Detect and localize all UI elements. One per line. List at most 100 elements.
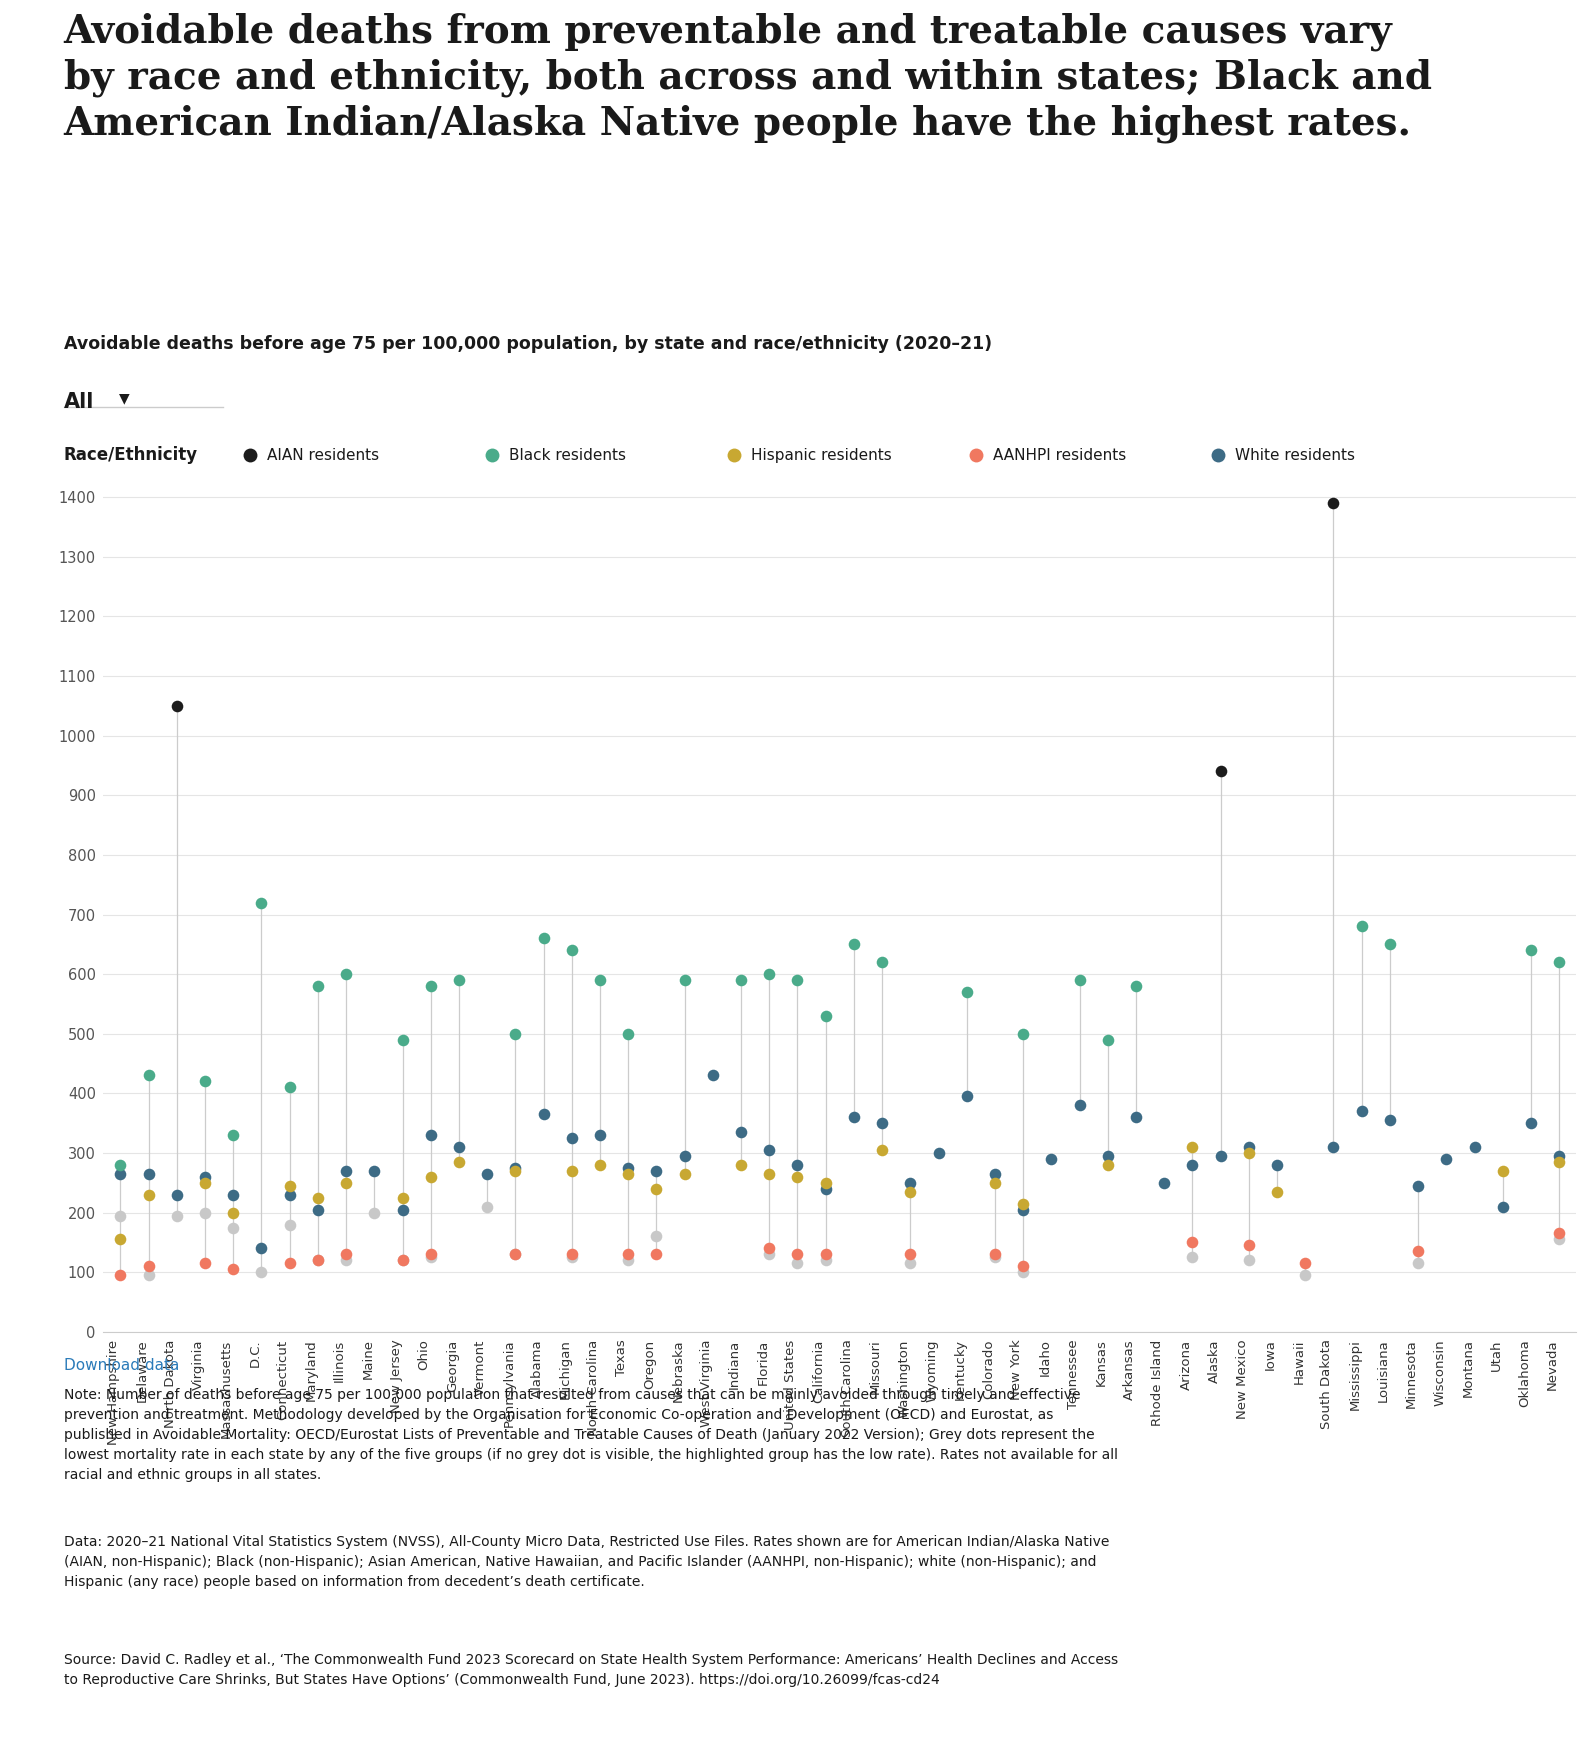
Point [503, 1157, 529, 1185]
Point [954, 977, 979, 1005]
Point [927, 1140, 952, 1168]
Point [193, 1249, 218, 1277]
Point [643, 1240, 669, 1268]
Point [277, 1180, 302, 1208]
Point [1546, 947, 1571, 975]
Point [1348, 912, 1374, 940]
Point [672, 1159, 697, 1187]
Point [963, 441, 989, 469]
Point [390, 1245, 416, 1274]
Point [306, 1245, 331, 1274]
Point [333, 960, 358, 988]
Text: White residents: White residents [1235, 448, 1355, 462]
Point [814, 1175, 839, 1203]
Point [1519, 1110, 1544, 1138]
Point [616, 1154, 642, 1182]
Point [643, 1157, 669, 1185]
Point [700, 1062, 726, 1090]
Point [1038, 1145, 1063, 1173]
Point [503, 1240, 529, 1268]
Point [616, 1245, 642, 1274]
Point [1406, 1237, 1431, 1265]
Point [1321, 1132, 1347, 1161]
Point [503, 1154, 529, 1182]
Point [221, 1198, 247, 1226]
Text: Note: Number of deaths before age 75 per 100,000 population that resulted from c: Note: Number of deaths before age 75 per… [64, 1388, 1118, 1482]
Point [1011, 1258, 1036, 1286]
Point [616, 1159, 642, 1187]
Point [1011, 1189, 1036, 1217]
Point [587, 1150, 613, 1178]
Point [221, 1256, 247, 1284]
Point [814, 1245, 839, 1274]
Point [390, 1245, 416, 1274]
Point [672, 967, 697, 995]
Point [446, 1132, 471, 1161]
Point [1208, 1141, 1234, 1170]
Point [361, 1157, 387, 1185]
Point [333, 1157, 358, 1185]
Text: AIAN residents: AIAN residents [267, 448, 379, 462]
Point [390, 1196, 416, 1224]
Text: AANHPI residents: AANHPI residents [993, 448, 1127, 462]
Point [306, 1245, 331, 1274]
Point [164, 691, 189, 720]
Text: Download data: Download data [64, 1358, 178, 1374]
Point [616, 1020, 642, 1048]
Text: ▼: ▼ [119, 392, 131, 406]
Point [221, 1214, 247, 1242]
Point [841, 930, 866, 958]
Point [1095, 1025, 1121, 1053]
Point [1235, 1231, 1261, 1259]
Point [1264, 1178, 1290, 1207]
Point [756, 960, 782, 988]
Point [193, 1162, 218, 1191]
Text: Avoidable deaths from preventable and treatable causes vary
by race and ethnicit: Avoidable deaths from preventable and tr… [64, 12, 1431, 143]
Point [728, 1150, 753, 1178]
Point [672, 1141, 697, 1170]
Point [814, 1002, 839, 1030]
Point [1205, 441, 1231, 469]
Point [446, 967, 471, 995]
Point [1095, 1150, 1121, 1178]
Point [559, 1124, 584, 1152]
Point [1180, 1228, 1205, 1256]
Point [559, 1244, 584, 1272]
Point [237, 441, 263, 469]
Point [474, 1192, 500, 1221]
Point [108, 1201, 134, 1230]
Point [1377, 930, 1403, 958]
Point [1011, 1196, 1036, 1224]
Point [1406, 1249, 1431, 1277]
Point [277, 1249, 302, 1277]
Point [785, 1150, 810, 1178]
Point [982, 1240, 1008, 1268]
Point [135, 1180, 161, 1208]
Point [1180, 1244, 1205, 1272]
Point [108, 1261, 134, 1289]
Point [530, 1101, 556, 1129]
Point [756, 1240, 782, 1268]
Text: Avoidable deaths before age 75 per 100,000 population, by state and race/ethnici: Avoidable deaths before age 75 per 100,0… [64, 335, 992, 353]
Point [587, 967, 613, 995]
Point [785, 1162, 810, 1191]
Point [728, 967, 753, 995]
Point [248, 1258, 274, 1286]
Point [530, 924, 556, 953]
Point [728, 1118, 753, 1147]
Point [1348, 1097, 1374, 1125]
Point [785, 1240, 810, 1268]
Point [135, 1252, 161, 1281]
Point [814, 1240, 839, 1268]
Point [1180, 1150, 1205, 1178]
Point [503, 1240, 529, 1268]
Point [1095, 1141, 1121, 1170]
Point [135, 1261, 161, 1289]
Point [108, 1159, 134, 1187]
Text: Hispanic residents: Hispanic residents [751, 448, 892, 462]
Point [841, 1102, 866, 1131]
Point [1546, 1219, 1571, 1247]
Text: Race/Ethnicity: Race/Ethnicity [64, 446, 197, 464]
Point [306, 1184, 331, 1212]
Point [559, 937, 584, 965]
